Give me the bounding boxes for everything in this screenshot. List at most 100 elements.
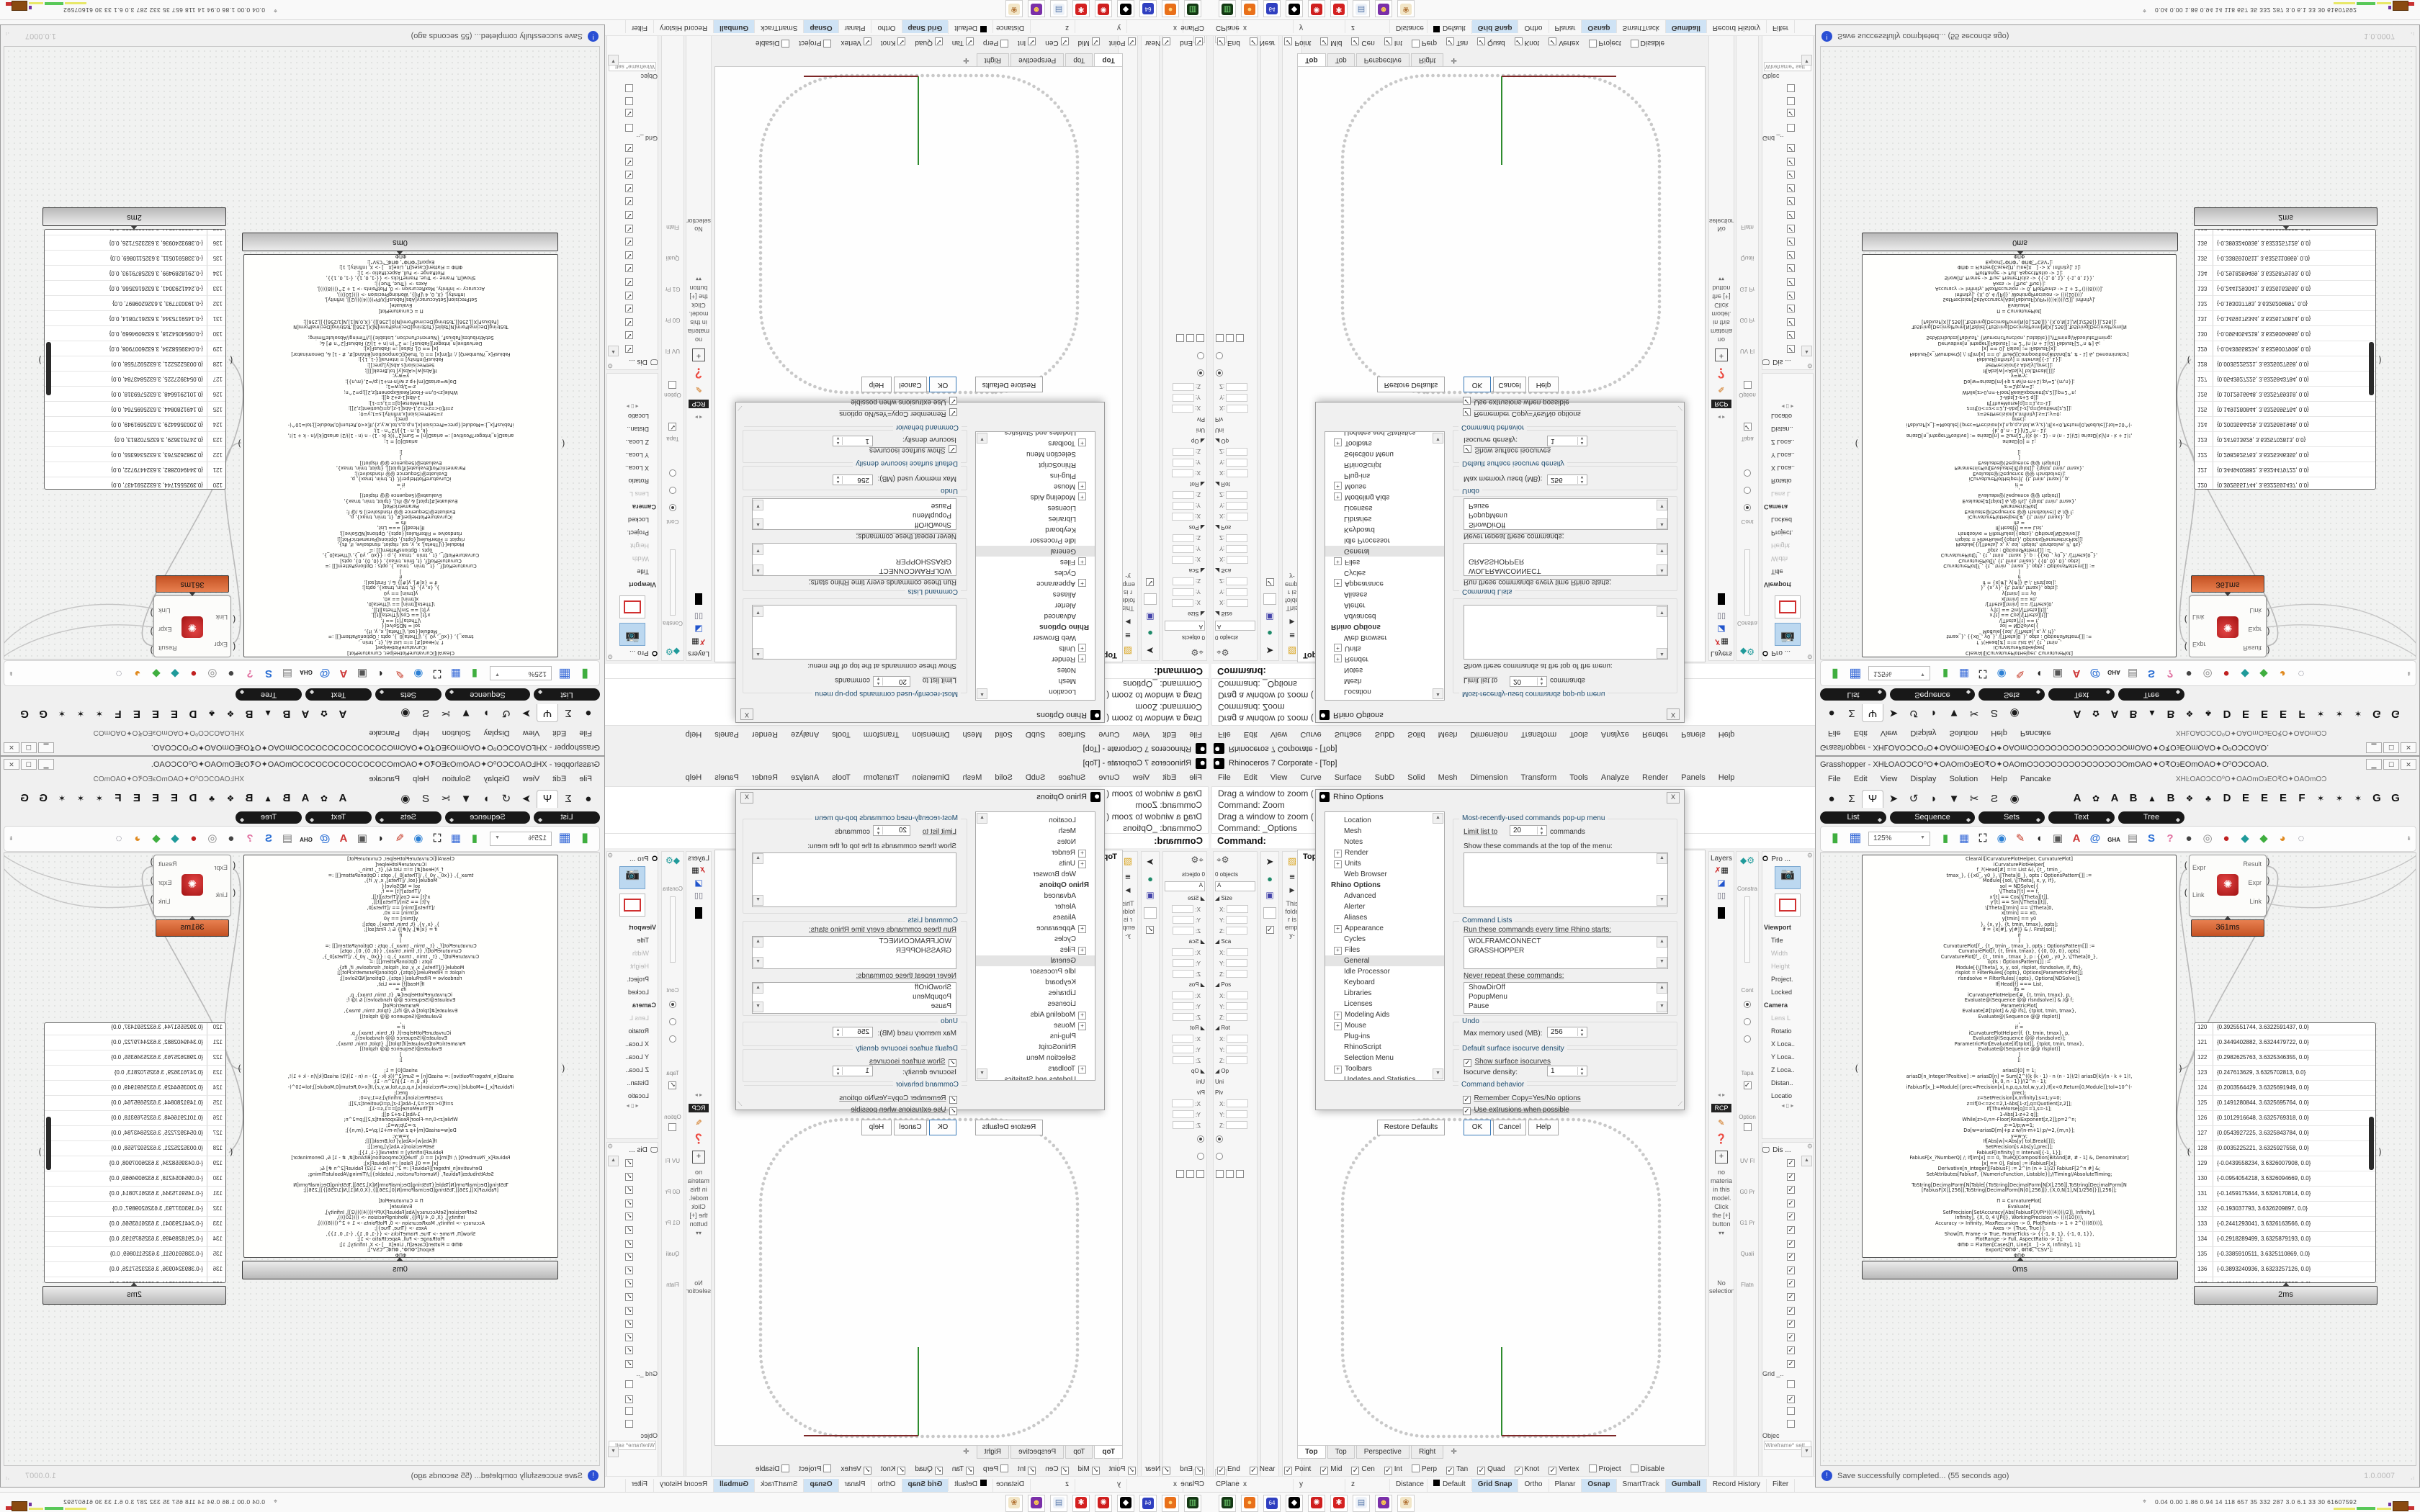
gh-menu-file[interactable]: File [579, 729, 592, 737]
status-pane-smarttrack[interactable]: SmartTrack [1617, 1479, 1666, 1492]
checkbox[interactable] [625, 1380, 633, 1388]
plugin-tab-9[interactable]: E [171, 708, 179, 720]
palette-icon[interactable]: ❀ [1005, 1495, 1023, 1512]
field-input[interactable] [1172, 394, 1194, 402]
hamburger-icon[interactable]: ≡ [1289, 871, 1295, 882]
checkbox[interactable]: ✓ [625, 211, 633, 220]
new-document-icon[interactable]: ▮ [1832, 830, 1839, 845]
checkbox[interactable] [1196, 334, 1204, 342]
camera-gear-icon[interactable]: ▣ [1146, 890, 1155, 900]
gh-menu-pancake[interactable]: Pancake [369, 729, 400, 737]
pin-green-icon[interactable]: ◆ [2259, 667, 2268, 680]
tree-item-cycles[interactable]: Cycles [1344, 569, 1366, 577]
layer-pages-icon[interactable]: ▯▯ [694, 612, 704, 621]
plugin-tab-14[interactable]: ✶ [76, 793, 85, 804]
tree-item-rhino-options[interactable]: Rhino Options [1039, 623, 1089, 631]
plugin-tab-6[interactable]: ❖ [2185, 793, 2194, 804]
menu-edit[interactable]: Edit [1243, 773, 1258, 782]
prop-project[interactable]: Project. [627, 529, 649, 536]
wolfram-red-icon[interactable]: ✺ [1095, 0, 1112, 17]
tree-item-updates-and-statistics[interactable]: Updates and Statistics [1004, 431, 1077, 436]
layer-pages-icon[interactable]: ▯▯ [1716, 612, 1726, 621]
palette-tab-9[interactable]: ◉ [400, 707, 411, 719]
tree-item-render[interactable]: +Render [1325, 654, 1444, 665]
menu-curve[interactable]: Curve [1098, 773, 1120, 782]
checkbox[interactable]: ✓ [625, 1320, 633, 1328]
tree-item-selection-menu[interactable]: Selection Menu [1026, 450, 1076, 458]
ok-button[interactable]: OK [1464, 1120, 1491, 1135]
palette-tab-6[interactable]: ▼ [460, 793, 472, 805]
checkbox[interactable]: ✓ [625, 1199, 633, 1207]
osnap-end[interactable]: ✓End [1217, 37, 1240, 47]
plugin-tab-13[interactable]: ✶ [2316, 793, 2325, 804]
layer-swatch-black[interactable] [1718, 593, 1725, 605]
prop-title[interactable]: Title [637, 568, 649, 575]
checkbox[interactable]: ✓ [1787, 331, 1795, 340]
properties-hscroll[interactable]: ◂ ▯ ▸ [626, 1102, 639, 1109]
tree-expand-icon[interactable]: + [1078, 492, 1086, 500]
tree-expand-icon[interactable]: + [1078, 925, 1086, 933]
menu-dimension[interactable]: Dimension [912, 730, 950, 739]
palette-tab-3[interactable]: ➤ [1888, 793, 1899, 805]
gh-menu-view[interactable]: View [522, 729, 540, 737]
empty-swatch[interactable] [1144, 593, 1157, 605]
checkbox[interactable]: ✓ [668, 423, 677, 431]
top-commands-listbox[interactable] [752, 605, 956, 660]
selection-icon[interactable]: ◌ [2298, 667, 2305, 680]
tree-expand-icon[interactable]: + [1334, 947, 1342, 955]
checkbox[interactable]: ✓ [625, 291, 633, 300]
status-pane-grid-snap[interactable]: Grid Snap [901, 20, 949, 33]
ring-icon[interactable]: ◎ [2202, 832, 2213, 845]
notepad-icon[interactable]: ▤ [1353, 0, 1370, 17]
checkbox[interactable]: ✓ [1787, 1292, 1795, 1301]
status-pane-z[interactable]: z [1345, 1479, 1390, 1492]
field-input[interactable] [1226, 448, 1248, 456]
finder-icon[interactable]: S [265, 832, 273, 845]
checkbox[interactable] [781, 40, 790, 48]
menu-transform[interactable]: Transform [1520, 730, 1557, 739]
checkbox[interactable]: ✓ [625, 238, 633, 246]
gh-menu-solution[interactable]: Solution [1949, 775, 1978, 783]
rcp-tab[interactable]: RCP [1711, 1104, 1731, 1112]
status-pane-record-history[interactable]: Record History [653, 20, 714, 33]
help-button[interactable]: Help [1528, 1120, 1559, 1135]
status-pane-y[interactable]: y [1075, 1479, 1126, 1492]
chevrons-down-icon[interactable]: ▾▾ [695, 1230, 702, 1236]
plugin-tab-11[interactable]: E [133, 708, 141, 720]
palette-tab-1[interactable]: Σ [1848, 707, 1855, 719]
checkbox[interactable] [1411, 40, 1420, 48]
run-command-item[interactable]: GRASSHOPPER [895, 947, 951, 955]
checkbox[interactable]: ✓ [625, 1266, 633, 1274]
gha-icon[interactable]: GHA [2107, 837, 2120, 843]
plugin-tab-5[interactable]: B [245, 792, 254, 804]
gh-menu-view[interactable]: View [1880, 729, 1898, 737]
category-dropdown-icon[interactable]: ◆ [2105, 689, 2110, 696]
layers-hscroll[interactable]: ◂ ▸ [1717, 1092, 1726, 1098]
menu-mesh[interactable]: Mesh [962, 773, 982, 782]
restore-defaults-button[interactable]: Restore Defaults [975, 377, 1043, 392]
port-in-expr[interactable]: Expr [214, 864, 228, 871]
checkbox[interactable]: ✓ [1195, 1467, 1203, 1475]
field-input[interactable] [1226, 556, 1248, 564]
layers-hscroll[interactable]: ◂ ▸ [694, 414, 703, 420]
palette-tab-8[interactable]: Ƨ [1990, 707, 1998, 719]
finder-icon[interactable]: S [2147, 832, 2155, 845]
rhinoceros-icon[interactable]: ◆ [1286, 1495, 1303, 1512]
port-out-link[interactable]: Link [2249, 607, 2262, 614]
gh-menu-help[interactable]: Help [1991, 775, 2007, 783]
category-dropdown-icon[interactable]: ◆ [2105, 816, 2110, 823]
disk64-icon[interactable]: 64 [1263, 1495, 1281, 1512]
rhinoceros-icon[interactable]: ◆ [1117, 0, 1134, 17]
tree-expand-icon[interactable]: + [1078, 438, 1086, 446]
camera-gear-icon[interactable]: ▣ [1146, 612, 1155, 622]
field-input[interactable] [1226, 502, 1248, 510]
wolfram-red-icon[interactable]: ✺ [1308, 0, 1325, 17]
field-input[interactable] [1172, 970, 1194, 978]
viewport-tab-right-3[interactable]: Right [976, 53, 1010, 66]
field-input[interactable] [1172, 1056, 1194, 1064]
show-isocurves-checkbox[interactable]: ✓ [949, 445, 956, 453]
preview-eye-icon[interactable]: ◉ [1996, 667, 2007, 680]
checkbox[interactable] [1787, 97, 1795, 106]
tree-item-mesh[interactable]: Mesh [1058, 827, 1076, 835]
add-material-button[interactable]: + [1715, 1151, 1728, 1164]
